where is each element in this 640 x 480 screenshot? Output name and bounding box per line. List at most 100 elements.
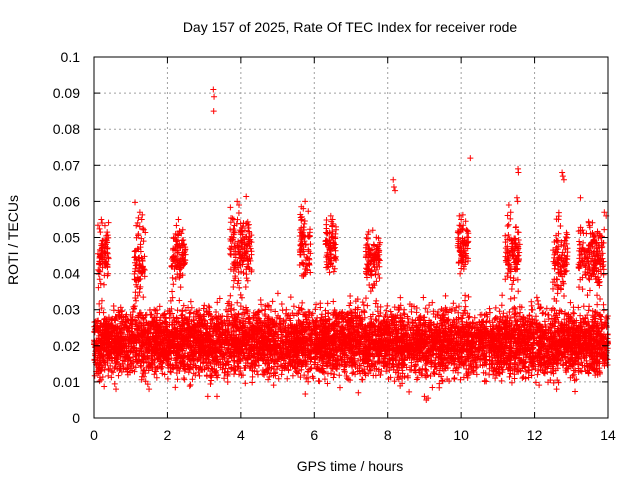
data-point xyxy=(364,302,371,309)
data-point xyxy=(506,373,513,380)
data-point xyxy=(406,388,413,395)
data-point xyxy=(453,304,460,311)
data-point xyxy=(213,309,220,316)
data-point xyxy=(567,299,574,306)
data-point xyxy=(429,384,436,391)
data-point xyxy=(130,303,137,310)
data-point xyxy=(422,366,429,373)
data-point xyxy=(227,292,234,299)
data-point xyxy=(511,304,518,311)
data-point xyxy=(554,377,561,384)
data-point xyxy=(324,380,331,387)
data-point xyxy=(600,301,607,308)
data-point xyxy=(164,375,171,382)
data-point xyxy=(331,371,338,378)
data-point xyxy=(168,369,175,376)
data-point xyxy=(424,309,431,316)
data-point xyxy=(483,311,490,318)
data-point xyxy=(584,292,591,299)
data-point xyxy=(287,294,294,301)
data-point xyxy=(462,303,469,310)
chart-title: Day 157 of 2025, Rate Of TEC Index for r… xyxy=(183,19,518,35)
data-point xyxy=(543,305,550,312)
data-point xyxy=(267,306,274,313)
data-point xyxy=(98,297,105,304)
data-point xyxy=(533,294,540,301)
data-point xyxy=(349,370,356,377)
data-point xyxy=(108,374,115,381)
data-point xyxy=(174,376,181,383)
data-point xyxy=(455,303,462,310)
data-point xyxy=(196,372,203,379)
data-point xyxy=(237,303,244,310)
data-point xyxy=(367,367,374,374)
data-point xyxy=(600,307,607,314)
data-point xyxy=(324,300,331,307)
data-point xyxy=(277,361,284,368)
data-point xyxy=(461,307,468,314)
data-point xyxy=(255,308,262,315)
data-point xyxy=(249,379,256,386)
data-point xyxy=(231,371,238,378)
data-point xyxy=(383,307,390,314)
data-point xyxy=(96,378,103,385)
data-point xyxy=(205,303,212,310)
data-point xyxy=(133,297,140,304)
data-point xyxy=(465,293,472,300)
data-point xyxy=(507,295,514,302)
data-point xyxy=(176,297,183,304)
data-point xyxy=(232,311,239,318)
data-point xyxy=(167,368,174,375)
data-point xyxy=(580,303,587,310)
data-point xyxy=(117,304,124,311)
data-point xyxy=(278,371,285,378)
data-point xyxy=(138,363,145,370)
data-point xyxy=(200,305,207,312)
data-point xyxy=(498,377,505,384)
data-point xyxy=(597,312,604,319)
data-point xyxy=(451,374,458,381)
data-point xyxy=(169,294,176,301)
data-point xyxy=(269,298,276,305)
data-point xyxy=(336,372,343,379)
data-point xyxy=(107,362,114,369)
data-point xyxy=(187,309,194,316)
data-point xyxy=(473,371,480,378)
data-point xyxy=(273,314,280,321)
data-point xyxy=(254,371,261,378)
data-point xyxy=(278,300,285,307)
data-point xyxy=(201,302,208,309)
data-point xyxy=(186,383,193,390)
data-point xyxy=(101,383,108,390)
data-point xyxy=(536,382,543,389)
data-point xyxy=(115,372,122,379)
data-point xyxy=(137,362,144,369)
data-point xyxy=(207,380,214,387)
data-point xyxy=(492,304,499,311)
data-point xyxy=(499,292,506,299)
data-point xyxy=(228,301,235,308)
data-point xyxy=(307,365,314,372)
data-point xyxy=(359,299,366,306)
data-point xyxy=(586,303,593,310)
data-point xyxy=(362,295,369,302)
data-point xyxy=(383,368,390,375)
data-point xyxy=(360,301,367,308)
data-point xyxy=(372,300,379,307)
points-layer xyxy=(91,86,611,403)
data-point xyxy=(290,303,297,310)
data-point xyxy=(258,307,265,314)
data-point xyxy=(308,365,315,372)
data-point xyxy=(116,361,123,368)
data-point xyxy=(597,295,604,302)
data-point xyxy=(517,309,524,316)
data-point xyxy=(313,301,320,308)
data-point xyxy=(242,380,249,387)
data-point xyxy=(111,380,118,387)
data-point xyxy=(234,299,241,306)
data-point xyxy=(321,376,328,383)
data-point xyxy=(140,294,147,301)
data-point xyxy=(159,370,166,377)
data-point xyxy=(284,375,291,382)
